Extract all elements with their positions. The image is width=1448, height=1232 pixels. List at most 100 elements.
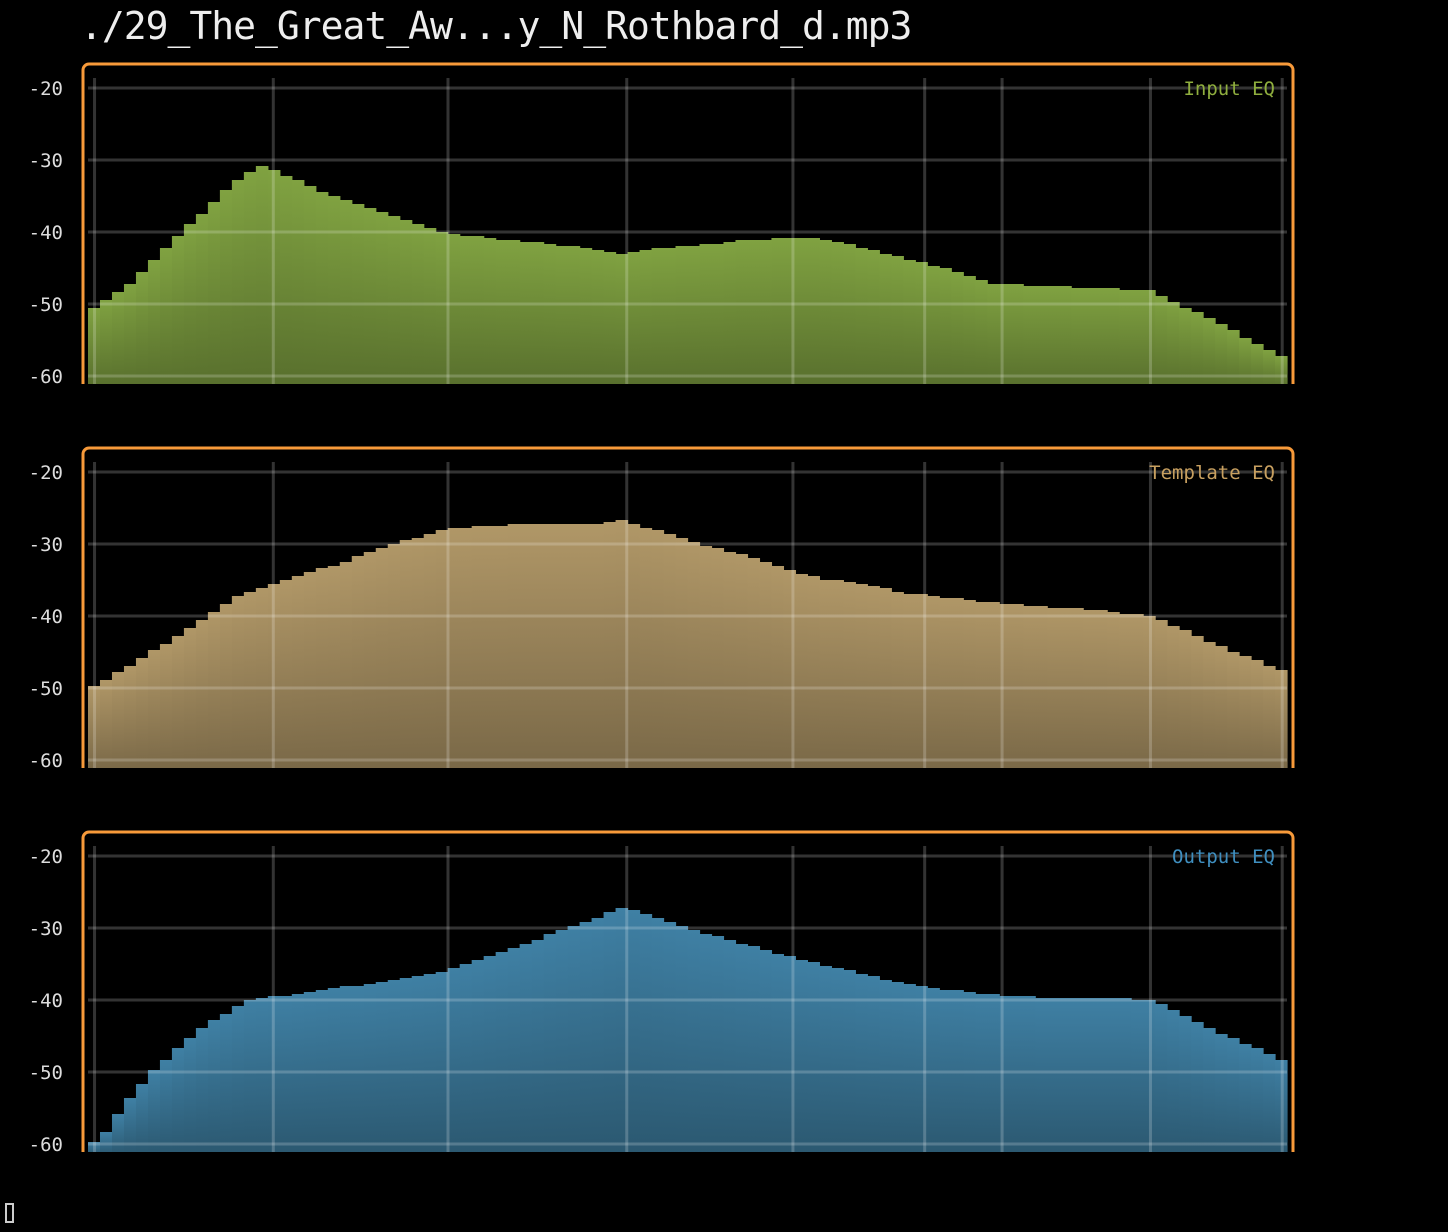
y-tick-label: -20 <box>29 846 63 868</box>
eq-bar <box>831 580 844 771</box>
legend-label: Template EQ <box>1149 462 1275 484</box>
eq-bar <box>423 228 437 387</box>
eq-bar <box>1167 1010 1180 1155</box>
eq-bar <box>807 238 820 387</box>
eq-bar <box>1179 1016 1192 1155</box>
y-tick-label: -30 <box>29 918 63 940</box>
eq-bar <box>723 940 737 1155</box>
eq-bar <box>1095 610 1108 771</box>
eq-bar <box>303 992 317 1155</box>
eq-bar <box>423 974 437 1155</box>
eq-bar <box>1131 290 1144 387</box>
eq-bar <box>519 944 533 1155</box>
eq-bar <box>1251 660 1264 771</box>
eq-bar <box>183 224 197 387</box>
y-tick-label: -50 <box>29 294 63 316</box>
eq-bar <box>975 602 988 771</box>
eq-bar <box>507 240 521 387</box>
eq-bar <box>963 600 976 771</box>
eq-bar <box>615 254 629 387</box>
eq-bar <box>555 930 569 1155</box>
eq-bar <box>1059 998 1072 1155</box>
eq-bar <box>183 628 197 771</box>
eq-bar <box>819 966 832 1155</box>
eq-bar <box>663 248 677 387</box>
eq-chart: -20-30-40-50-60801603156301.2k2.0k2.7k4.… <box>29 446 1306 821</box>
eq-bar <box>999 996 1012 1155</box>
eq-bar <box>1131 614 1144 771</box>
eq-chart: -20-30-40-50-60801603156301.2k2.0k2.7k4.… <box>29 830 1306 1205</box>
eq-bar <box>1155 296 1168 387</box>
eq-panel-template-eq: -20-30-40-50-60801603156301.2k2.0k2.7k4.… <box>0 384 1448 821</box>
eq-bar <box>963 276 976 387</box>
eq-bar <box>1023 996 1036 1155</box>
y-tick-label: -40 <box>29 990 63 1012</box>
eq-bar <box>507 524 521 771</box>
eq-bar <box>1167 626 1180 771</box>
eq-bar <box>159 1060 173 1155</box>
eq-bar <box>363 984 377 1155</box>
eq-bar <box>591 250 605 387</box>
eq-bar <box>831 242 844 387</box>
eq-bar <box>1179 630 1192 771</box>
eq-bar <box>1011 284 1024 387</box>
eq-bar <box>1203 1028 1216 1155</box>
eq-bar <box>1023 286 1036 387</box>
eq-bar <box>183 1038 197 1155</box>
eq-bar <box>99 680 113 771</box>
eq-bar <box>819 580 832 771</box>
eq-bar <box>855 974 868 1155</box>
eq-bar <box>759 562 773 771</box>
eq-bar <box>987 602 1000 771</box>
eq-bar <box>363 552 377 771</box>
eq-bar <box>315 990 329 1155</box>
eq-bar <box>399 220 413 387</box>
eq-bar <box>1215 324 1228 387</box>
eq-bar <box>915 262 928 387</box>
eq-bar <box>855 248 868 387</box>
eq-bar <box>219 190 233 387</box>
terminal-cursor <box>5 1203 14 1223</box>
eq-bar <box>207 202 221 387</box>
eq-bar <box>819 240 832 387</box>
eq-bar <box>687 246 701 387</box>
eq-bar <box>555 246 569 387</box>
eq-bar <box>951 598 964 771</box>
eq-bar <box>1011 996 1024 1155</box>
eq-bar <box>195 620 209 771</box>
eq-bar <box>663 922 677 1155</box>
eq-bar <box>939 990 952 1155</box>
y-tick-label: -30 <box>29 534 63 556</box>
eq-bar <box>1071 608 1084 771</box>
y-tick-label: -50 <box>29 678 63 700</box>
eq-bar <box>783 238 797 387</box>
eq-bar <box>567 524 581 771</box>
eq-bar <box>579 524 593 771</box>
eq-bar <box>459 236 473 387</box>
eq-bar <box>627 910 641 1155</box>
eq-bar <box>675 926 689 1155</box>
eq-bar <box>603 252 617 387</box>
y-tick-label: -40 <box>29 222 63 244</box>
eq-bar <box>267 996 281 1155</box>
eq-area <box>88 520 1288 771</box>
eq-bar <box>1119 614 1132 771</box>
eq-bar <box>843 582 856 771</box>
eq-bar <box>735 944 749 1155</box>
eq-bar <box>375 212 389 387</box>
y-tick-label: -60 <box>29 750 63 768</box>
eq-bar <box>1107 998 1120 1155</box>
eq-bar <box>291 576 305 771</box>
eq-bar <box>711 244 725 387</box>
eq-bar <box>747 558 761 771</box>
eq-bar <box>987 284 1000 387</box>
eq-bar <box>723 242 737 387</box>
eq-bar <box>531 524 545 771</box>
eq-bar <box>1011 604 1024 771</box>
eq-bar <box>327 988 341 1155</box>
y-tick-label: -20 <box>29 462 63 484</box>
eq-bar <box>1263 350 1276 387</box>
eq-bar <box>795 238 808 387</box>
eq-bar <box>255 166 269 387</box>
eq-bar <box>1215 1034 1228 1155</box>
